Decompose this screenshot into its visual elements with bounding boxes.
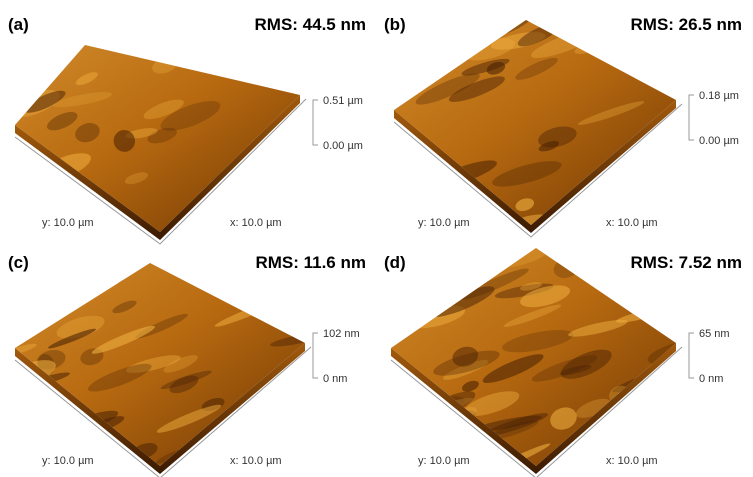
y-axis-label: y: 10.0 µm	[418, 217, 470, 229]
y-axis-label: y: 10.0 µm	[42, 217, 94, 229]
surface-feature	[420, 287, 441, 300]
y-axis-label: y: 10.0 µm	[42, 455, 94, 467]
label: (d)	[384, 253, 406, 272]
surface-feature	[23, 421, 65, 440]
panel: (c) RMS: 11.6 nm 102 nm 0 nm y: 10.0 µm x: 10…	[0, 241, 366, 477]
surface-feature	[8, 288, 33, 306]
z-scale	[313, 333, 318, 378]
x-axis-label: x: 10.0 µm	[230, 455, 282, 467]
rms: RMS: 26.5 nm	[631, 15, 742, 34]
label: (b)	[384, 15, 406, 34]
rms: RMS: 7.52 nm	[631, 253, 742, 272]
surface-feature	[247, 391, 318, 425]
surface-feature	[201, 262, 261, 289]
surface-feature	[203, 267, 230, 281]
z-max: 0.18 µm	[699, 90, 739, 102]
surface-feature	[659, 292, 694, 322]
surface-feature	[394, 290, 440, 312]
surface-feature	[157, 243, 202, 269]
x-axis-label: x: 10.0 µm	[230, 217, 282, 229]
label: (c)	[8, 253, 29, 272]
z-max: 0.51 µm	[323, 95, 363, 107]
surface-feature	[392, 212, 413, 230]
z-scale	[689, 333, 694, 378]
z-min: 0.00 µm	[699, 135, 739, 147]
surface-feature	[634, 416, 701, 457]
surface-feature	[654, 279, 683, 292]
panel: (d) RMS: 7.52 nm 65 nm 0 nm y: 10.0 µm x: 10.…	[374, 234, 742, 477]
surface-feature	[634, 291, 664, 310]
z-min: 0.00 µm	[323, 140, 363, 152]
x-axis-label: x: 10.0 µm	[606, 455, 658, 467]
z-max: 102 nm	[323, 328, 360, 340]
panel: (b) RMS: 26.5 nm 0.18 µm 0.00 µm y: 10.0 µm x…	[384, 0, 742, 239]
x-axis-label: x: 10.0 µm	[606, 217, 658, 229]
y-axis-label: y: 10.0 µm	[418, 455, 470, 467]
afm-figure: (a) RMS: 44.5 nm 0.51 µm 0.00 µm y: 10.0 µm x…	[0, 0, 753, 477]
z-max: 65 nm	[699, 328, 730, 340]
surface-feature	[657, 121, 700, 148]
z-min: 0 nm	[699, 373, 723, 385]
surface-feature	[0, 274, 61, 311]
z-scale	[689, 95, 694, 140]
z-scale	[313, 100, 318, 145]
surface-feature	[25, 260, 92, 298]
surface-feature	[403, 22, 447, 46]
surface-feature	[374, 434, 431, 453]
surface-feature	[402, 422, 467, 452]
surface-feature	[650, 430, 710, 469]
surface-feature	[245, 164, 293, 187]
surface-feature	[59, 14, 79, 32]
surface-feature	[405, 0, 483, 34]
surface-feature	[469, 208, 497, 230]
panel: (a) RMS: 44.5 nm 0.51 µm 0.00 µm y: 10.0 µm x…	[4, 14, 366, 244]
label: (a)	[8, 15, 29, 34]
rms: RMS: 44.5 nm	[255, 15, 366, 34]
z-min: 0 nm	[323, 373, 347, 385]
rms: RMS: 11.6 nm	[255, 253, 366, 272]
surface-feature	[284, 415, 316, 435]
surface-feature	[405, 264, 430, 290]
surface-feature	[456, 33, 478, 48]
